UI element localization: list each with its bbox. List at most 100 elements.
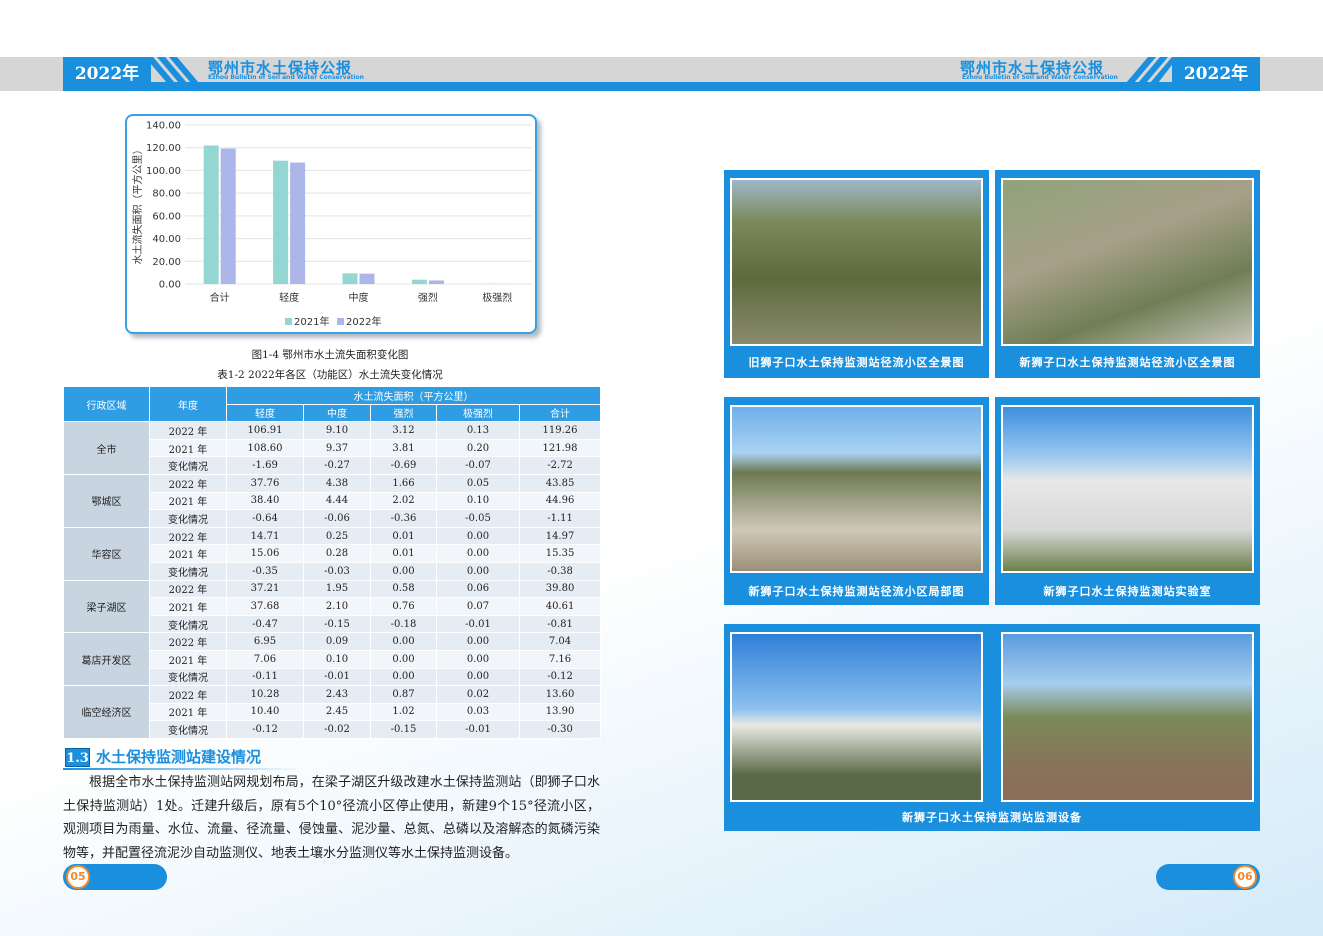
photo-panel: 旧狮子口水土保持监测站径流小区全景图 [724,170,989,378]
table-cell: 2021 年 [149,544,227,563]
table-cell: -2.72 [518,456,602,475]
table-cell: 43.85 [518,473,602,493]
table-cell: 2.43 [303,685,371,704]
header-title: 鄂州市水土保持公报 [960,59,1105,77]
table-cell: -0.15 [370,720,437,739]
x-tick-label: 合计 [210,291,230,304]
x-tick-label: 极强烈 [482,291,512,304]
table-cell: 119.26 [518,421,602,440]
photo [1001,405,1254,573]
table-cell: -0.01 [303,667,371,687]
table-cell: 37.76 [226,473,304,493]
table-header-cell: 水土流失面积（平方公里） [225,386,602,405]
table-cell: 38.40 [226,491,304,511]
page-number: 06 [1233,865,1257,889]
table-cell: 2021 年 [149,491,227,511]
table-cell: 7.06 [226,649,304,669]
table-cell: -0.35 [226,561,304,581]
x-tick-label: 强烈 [418,292,438,304]
chart: 0.00 20.00 40.00 60.00 80.00 100.00 120.00 140.… [131,121,532,328]
legend-swatch [337,318,344,325]
header-year: 2022年 [1172,57,1260,91]
x-tick-label: 轻度 [279,291,299,304]
table-cell: 0.00 [370,649,437,669]
table-cell: 0.05 [436,473,520,493]
photo-caption: 新狮子口水土保持监测站径流小区局部图 [748,585,965,598]
table-cell: 0.06 [436,579,520,599]
table-cell: -0.01 [436,614,520,634]
table-cell: 0.01 [370,544,437,563]
table-cell: 变化情况 [149,614,227,634]
chart-frame: 0.00 20.00 40.00 60.00 80.00 100.00 120.00 140.… [125,114,537,334]
table-cell: 2021 年 [149,438,227,458]
table-cell: 2022 年 [149,473,227,493]
table-cell: 0.07 [436,597,520,616]
table-cell: -0.81 [518,614,602,634]
table-cell: 0.87 [370,685,437,704]
table-cell: 2021 年 [149,702,227,722]
table-cell: -0.02 [303,720,371,739]
table-row: 变化情况 -0.12 -0.02 -0.15 -0.01 -0.30 [64,720,602,739]
legend-label: 2021年 [294,315,329,328]
table-cell: 0.25 [303,526,371,546]
table-title: 表1-2 2022年各区（功能区）水土流失变化情况 [217,369,443,381]
table-cell: 葛店开发区 [63,632,150,687]
table-row: 变化情况 -1.69 -0.27 -0.69 -0.07 -2.72 [64,456,602,475]
table-cell: -0.11 [226,667,304,687]
table-cell: 临空经济区 [63,685,150,739]
table-row: 行政区域 年度 水土流失面积（平方公里） [63,385,602,423]
table-cell: 0.00 [436,561,520,581]
table-cell: -1.11 [518,509,602,528]
table-row: 华容区 2022 年 14.71 0.25 0.01 0.00 14.97 [63,526,602,581]
table-cell: 13.90 [518,702,602,722]
table-cell: 2022 年 [149,421,227,440]
table-cell: 0.00 [436,649,520,669]
table-cell: -0.06 [303,509,371,528]
legend-swatch [285,318,292,325]
chart-caption: 图1-4 鄂州市水土流失面积变化图 [251,349,409,361]
table-cell: -0.01 [436,720,520,739]
photo [730,405,983,573]
table-cell: 0.02 [436,685,520,704]
bar [411,279,427,284]
bar [273,160,289,284]
table-cell: 2.10 [303,597,371,616]
table-row: 变化情况 -0.35 -0.03 0.00 0.00 -0.38 [64,561,602,581]
table-cell: 2022 年 [149,579,227,599]
photo [730,178,983,346]
table-cell: 40.61 [518,597,602,616]
header-line [63,82,1260,91]
table-cell: 15.35 [518,544,602,563]
table-cell: -0.69 [370,456,437,475]
table-cell: 0.00 [370,561,437,581]
photo [1001,178,1254,346]
table-cell: -0.36 [370,509,437,528]
table-cell: 1.95 [303,579,371,599]
photo-caption: 旧狮子口水土保持监测站径流小区全景图 [748,356,965,369]
bar [220,148,236,284]
section-underline [63,768,303,770]
photo-panel: 新狮子口水土保持监测站径流小区局部图 [724,397,989,605]
table-cell: 梁子湖区 [63,579,150,634]
table-cell: 0.09 [303,632,371,651]
table-cell: 14.71 [226,526,304,546]
table-row: 临空经济区 2022 年 10.28 2.43 0.87 0.02 13.60 [63,685,602,739]
table-cell: 1.02 [370,702,437,722]
table-cell: 2.45 [303,702,371,722]
table-cell: -0.18 [370,614,437,634]
header-subtitle: Ezhou Bulletin of Soil and Water Conserv… [208,74,364,81]
table-cell: 0.00 [436,632,520,651]
table-cell: 13.60 [518,685,602,704]
table-cell: -0.07 [436,456,520,475]
table-cell: 0.01 [370,526,437,546]
table-cell: 37.21 [226,579,304,599]
legend-label: 2022年 [346,315,381,328]
table-cell: -1.69 [226,456,304,475]
table-cell: -0.30 [518,720,602,739]
table-cell: 3.81 [370,438,437,458]
table-cell: 全市 [63,421,150,475]
table-cell: 10.28 [226,685,304,704]
section-title: 水土保持监测站建设情况 [96,748,262,766]
table-row: 变化情况 -0.11 -0.01 0.00 0.00 -0.12 [64,667,602,687]
